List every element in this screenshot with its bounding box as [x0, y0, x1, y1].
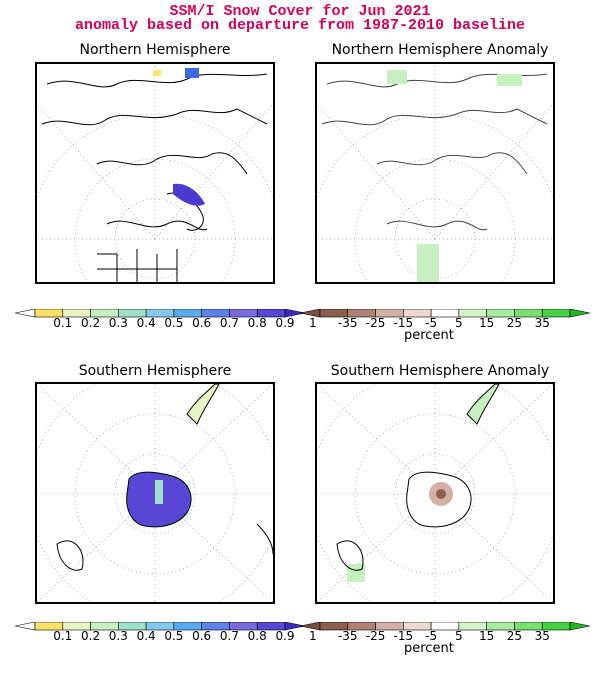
snow-cover-colorbar-labels-top: 0.1 0.2 0.3 0.4 0.5 0.6 0.7 0.8 0.9 1 [15, 316, 316, 330]
snow-cover-tick-label: 0.9 [275, 316, 295, 330]
anomaly-tick-label: -15 [393, 629, 414, 643]
anomaly-colorbar-labels-top: -35 -25 -15 -5 5 15 25 35 [300, 316, 590, 330]
anomaly-tick-label: -5 [425, 629, 438, 643]
anomaly-tick-label: 15 [479, 629, 495, 643]
snow-cover-tick-label: 0.3 [108, 629, 128, 643]
anomaly-tick-label: 35 [534, 629, 550, 643]
map-southern-hemisphere-anomaly [315, 382, 555, 604]
snow-cover-tick-label: 0.2 [81, 316, 101, 330]
anomaly-colorbar-labels-bottom: -35 -25 -15 -5 5 15 25 35 [300, 629, 590, 643]
snow-cover-colorbar-top [15, 309, 305, 318]
snow-cover-tick-label: 1 [308, 316, 317, 330]
anomaly-tick-label: -25 [365, 316, 386, 330]
snow-cover-colorbar-bottom [15, 622, 305, 631]
map-northern-hemisphere [35, 62, 275, 284]
snow-cover-arrow-high [284, 309, 305, 318]
map-northern-hemisphere-anomaly [315, 62, 555, 284]
snow-cover-tick-label: 0.3 [108, 316, 128, 330]
anomaly-tick-label: 25 [506, 629, 523, 643]
snow-cover-tick-label: 0.9 [275, 629, 295, 643]
snow-cover-tick-label: 0.7 [219, 629, 239, 643]
anomaly-arrow-high [569, 309, 590, 318]
snow-cover-tick-label: 0.5 [164, 629, 184, 643]
anomaly-tick-label: 25 [506, 316, 523, 330]
title-line-1: SSM/I Snow Cover for Jun 2021 [169, 3, 431, 20]
snow-cover-tick-label: 1 [308, 629, 317, 643]
anomaly-tick-label: 15 [479, 316, 495, 330]
panel-title-sh-anomaly: Southern Hemisphere Anomaly [330, 363, 550, 379]
sh-map-graphic [37, 384, 273, 602]
nh-map-graphic [37, 64, 273, 282]
anomaly-tick-label: 35 [534, 316, 550, 330]
snow-cover-tick-label: 0.6 [192, 316, 212, 330]
snow-cover-tick-label: 0.8 [247, 316, 267, 330]
snow-cover-tick-label: 0.8 [247, 629, 267, 643]
anomaly-unit-top: percent [404, 328, 454, 343]
panel-title-sh: Southern Hemisphere [78, 363, 232, 379]
title-line-2: anomaly based on departure from 1987-201… [74, 17, 526, 34]
anomaly-tick-label: -15 [393, 316, 414, 330]
nh-anomaly-map-graphic [317, 64, 553, 282]
snow-cover-tick-label: 0.1 [53, 316, 73, 330]
anomaly-colorbar-top [300, 309, 590, 318]
anomaly-tick-label: 5 [455, 629, 463, 643]
snow-cover-tick-label: 0.7 [219, 316, 239, 330]
map-southern-hemisphere [35, 382, 275, 604]
snow-cover-tick-label: 0.2 [81, 629, 101, 643]
anomaly-tick-label: -5 [425, 316, 438, 330]
snow-cover-tick-label: 0.4 [136, 629, 156, 643]
sh-anomaly-map-graphic [317, 384, 553, 602]
panel-title-nh: Northern Hemisphere [79, 42, 231, 58]
anomaly-tick-label: 5 [455, 316, 463, 330]
panel-title-nh-anomaly: Northern Hemisphere Anomaly [331, 42, 549, 58]
snow-cover-arrow-high [284, 622, 305, 631]
anomaly-unit-bottom: percent [404, 641, 454, 656]
anomaly-tick-label: -25 [365, 629, 386, 643]
snow-cover-tick-label: 0.4 [136, 316, 156, 330]
anomaly-arrow-high [569, 622, 590, 631]
snow-cover-tick-label: 0.6 [192, 629, 212, 643]
snow-cover-colorbar-labels-bottom: 0.1 0.2 0.3 0.4 0.5 0.6 0.7 0.8 0.9 1 [15, 629, 316, 643]
anomaly-tick-label: -35 [337, 316, 358, 330]
snow-cover-tick-label: 0.5 [164, 316, 184, 330]
anomaly-tick-label: -35 [337, 629, 358, 643]
anomaly-colorbar-bottom [300, 622, 590, 631]
snow-cover-tick-label: 0.1 [53, 629, 73, 643]
